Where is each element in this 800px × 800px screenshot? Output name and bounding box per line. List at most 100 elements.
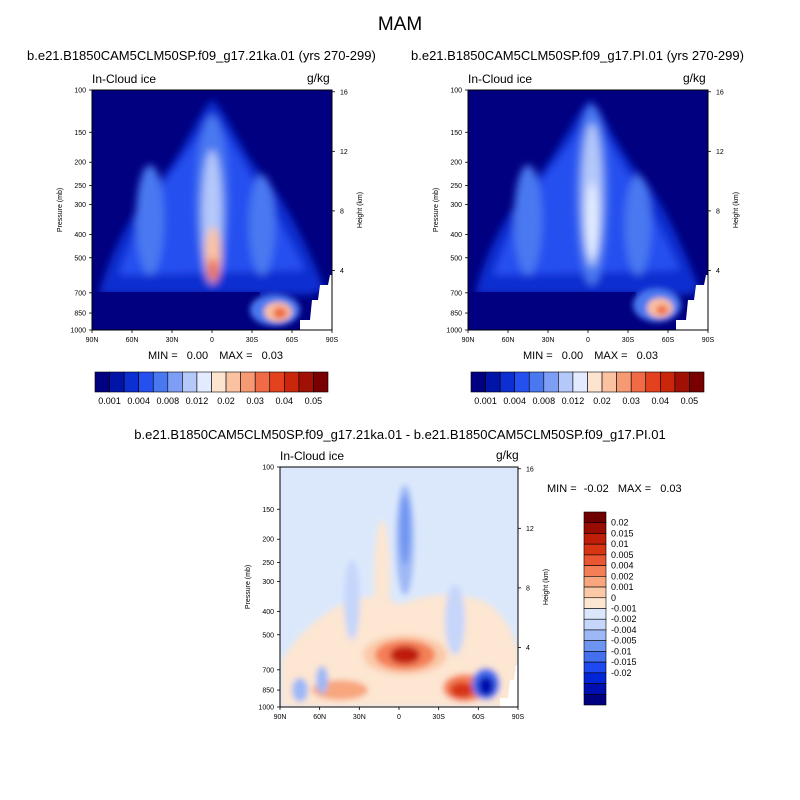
panel3-colorbar-label: -0.004 xyxy=(611,625,637,635)
panel1-xtick-label: 30N xyxy=(166,337,179,344)
panel2-colorbar-swatch xyxy=(514,371,530,393)
panel1-colorbar-label: 0.012 xyxy=(186,396,209,406)
panel3-colorbar-swatch xyxy=(583,640,607,652)
panel3-ytick-right-label: 4 xyxy=(526,645,530,652)
panel3-colorbar-swatch xyxy=(583,683,607,695)
panel1-nh-column xyxy=(136,165,164,275)
panel2-colorbar-swatch xyxy=(558,371,574,393)
panel3-colorbar-swatch xyxy=(583,629,607,641)
panel1-tropical-peak xyxy=(208,258,218,282)
panel2-colorbar-label: 0.008 xyxy=(533,396,556,406)
panel3-nh-negative-low xyxy=(292,678,308,702)
panel1-max-label: MAX = xyxy=(219,350,253,362)
panel1-ytick-label: 1000 xyxy=(70,328,86,335)
panel1-ytick-right-label: 8 xyxy=(340,208,344,215)
panel2-colorbar-swatch xyxy=(587,371,603,393)
panel1-colorbar-swatch xyxy=(284,371,300,393)
panel3-colorbar-swatch xyxy=(583,651,607,663)
panel3-colorbar-swatch xyxy=(583,597,607,609)
panel3-colorbar-swatch xyxy=(583,586,607,599)
panel3-colorbar-swatch xyxy=(583,533,607,545)
panel2-ytick-label: 200 xyxy=(450,160,462,167)
panel2-sh-column xyxy=(625,175,651,275)
panel3-ytick-label: 400 xyxy=(262,609,274,616)
panel1-colorbar-swatch xyxy=(240,371,256,393)
panel3-ytick-label: 250 xyxy=(262,560,274,567)
panel2-mid-low xyxy=(550,292,636,330)
panel1-colorbar-swatch xyxy=(152,371,169,393)
panel1-ytick-right-label: 12 xyxy=(340,149,348,156)
panel1-ytick-label: 400 xyxy=(74,232,86,239)
panel3-colorbar-label: 0.01 xyxy=(611,539,629,549)
panel1-min-value: 0.00 xyxy=(186,350,209,362)
panel1-sh-column xyxy=(249,175,275,275)
panel3-tropical-positive-peak xyxy=(390,646,420,664)
panel1-colorbar-swatch xyxy=(225,371,241,393)
panel1-colorbar-swatch xyxy=(94,371,110,393)
panel1-colorbar-swatch xyxy=(313,371,329,393)
panel2-xtick-label: 0 xyxy=(586,337,590,344)
panel2-ytick-label: 250 xyxy=(450,183,462,190)
panel1-colorbar-swatch xyxy=(196,371,212,393)
panel2-colorbar-label: 0.05 xyxy=(681,396,699,406)
panel2-colorbar-swatch xyxy=(645,371,661,393)
panel2-colorbar-swatch xyxy=(485,371,501,393)
panel1-ytick-right-label: 16 xyxy=(340,89,348,96)
panel2-nh-low xyxy=(468,292,558,330)
panel2-minmax: MIN = 0.00 MAX = 0.03 xyxy=(523,350,658,362)
panel3-ytick-label: 100 xyxy=(262,465,274,472)
panel1-colorbar-label: 0.05 xyxy=(305,396,323,406)
panel3-ticks: 90N 60N 30N 0 30S 60S 90S 100 150 200 250 300 400 500… xyxy=(245,465,550,722)
panel2-tropical-core xyxy=(586,182,598,258)
panel1-xtick-label: 30S xyxy=(246,337,259,344)
panel1-colorbar-label: 0.001 xyxy=(98,396,121,406)
panel2-colorbar-label: 0.04 xyxy=(652,396,670,406)
panel2-units: g/kg xyxy=(683,71,706,85)
panel3-colorbar-swatch xyxy=(583,672,607,684)
panel3-field xyxy=(280,467,518,707)
panel3-sh-positive-peak xyxy=(450,682,474,698)
panel1-min-label: MIN = xyxy=(148,350,178,362)
panel2-colorbar-swatch xyxy=(572,371,588,393)
panel2-colorbar-swatch xyxy=(660,371,676,393)
panel1-ytick-right-label: 4 xyxy=(340,268,344,275)
panel1-sh-lowcloud-peak xyxy=(273,307,287,319)
panel3-xtick-label: 0 xyxy=(397,714,401,721)
panel2-height-label: Height (km) xyxy=(733,192,740,228)
panel2-ticks: 90N 60N 30N 0 30S 60S 90S 100 150 200 250 300 400 500… xyxy=(433,88,740,345)
panel2-colorbar-swatch xyxy=(470,371,486,393)
panel1-colorbar-swatch xyxy=(298,371,314,393)
panel3-ytick-label: 200 xyxy=(262,537,274,544)
panel3-colorbar-label: 0.001 xyxy=(611,582,634,592)
panel2-colorbar-swatch xyxy=(674,371,690,393)
panel3-colorbar-label: 0.02 xyxy=(611,518,629,528)
panel2-ytick-right-label: 12 xyxy=(716,149,724,156)
panel3-min-value: -0.02 xyxy=(583,483,609,495)
panel1-colorbar-label: 0.04 xyxy=(276,396,294,406)
panel3-colorbar-swatch xyxy=(583,522,607,534)
panel1-colorbar-label: 0.004 xyxy=(127,396,150,406)
panel1-mid-low xyxy=(175,292,260,330)
panel1-colorbar-label: 0.02 xyxy=(217,396,235,406)
panel1-xtick-label: 90N xyxy=(86,337,99,344)
panel1-field xyxy=(92,90,332,330)
panel1-ytick-label: 500 xyxy=(74,255,86,262)
panel2-xtick-label: 90S xyxy=(702,337,715,344)
panel2-ytick-label: 100 xyxy=(450,88,462,95)
panel2-colorbar-label: 0.02 xyxy=(593,396,611,406)
panel3-max-label: MAX = xyxy=(617,483,652,495)
panel3-colorbar-label: -0.001 xyxy=(611,604,637,614)
panel3-colorbar: 0.020.0150.010.0050.0040.0020.0010-0.001… xyxy=(583,511,637,706)
panel3-colorbar-label: -0.015 xyxy=(611,657,637,667)
panel2-xtick-label: 30S xyxy=(622,337,635,344)
panel3-tropical-positive-column xyxy=(374,520,390,640)
panel3-ytick-right-label: 12 xyxy=(526,526,534,533)
panel3-ytick-label: 300 xyxy=(262,579,274,586)
panel3-xtick-label: 30N xyxy=(353,714,366,721)
panel2-ytick-label: 850 xyxy=(450,311,462,318)
panel2-min-value: 0.00 xyxy=(561,350,584,362)
panel2-colorbar-swatch xyxy=(601,371,617,393)
panel3-colorbar-label: -0.002 xyxy=(611,614,637,624)
panel1-colorbar-swatch xyxy=(182,371,198,393)
